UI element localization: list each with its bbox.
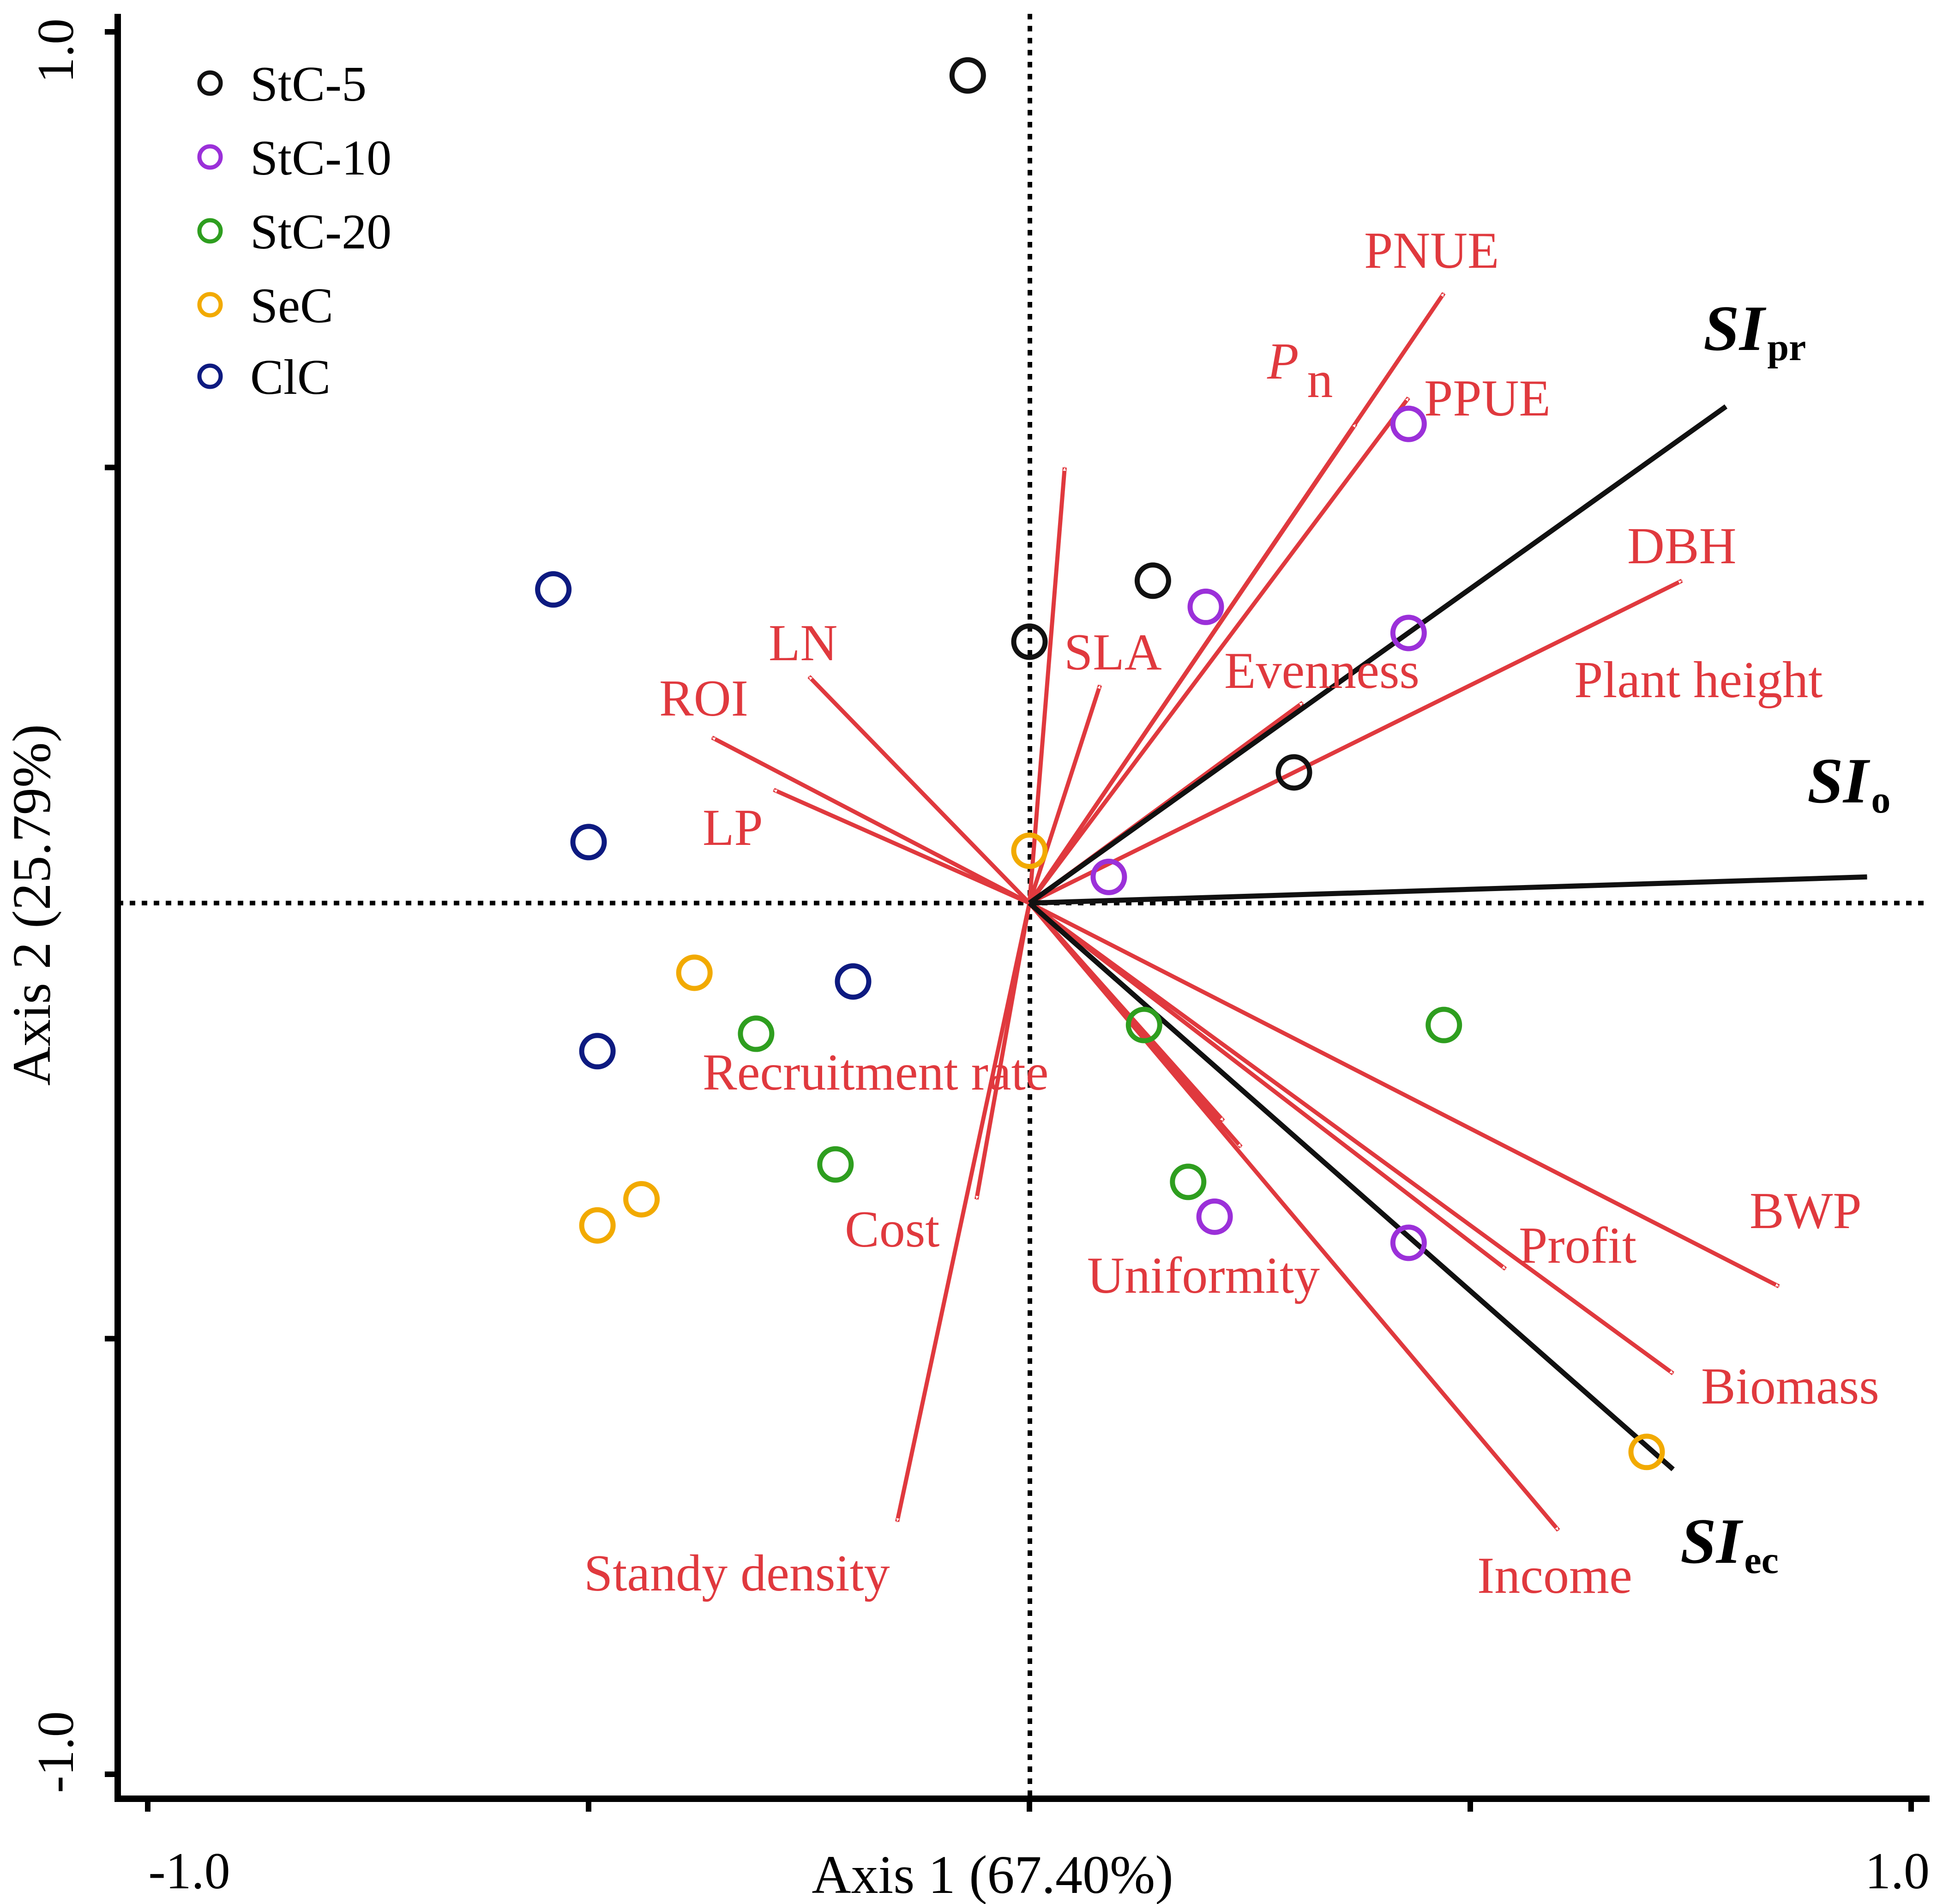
vector-label-biomass: Biomass [1701, 1358, 1879, 1415]
vector-roi [711, 735, 1031, 905]
index-label-si-pr-main: SI [1703, 293, 1767, 364]
point-clc-4 [579, 1033, 616, 1070]
point-stc-5-2 [1134, 562, 1171, 599]
axis-ticks [105, 29, 1914, 1812]
point-stc-10-2 [1187, 588, 1224, 625]
vector-sla [1027, 685, 1102, 904]
index-label-si-o-sub: o [1871, 778, 1890, 821]
x-axis-title: Axis 1 (67.40%) [812, 1844, 1173, 1904]
x-tick-label-max: 1.0 [1865, 1843, 1930, 1900]
vector-label-roi: ROI [659, 670, 748, 727]
vector-label-uniformity: Uniformity [1087, 1247, 1320, 1304]
site-points [535, 57, 1665, 1470]
y-tick-label-min: -1.0 [27, 1711, 84, 1793]
vector-ln [807, 675, 1031, 905]
vector-pn [1028, 422, 1358, 904]
vector-label-standy-density: Standy density [584, 1545, 890, 1602]
index-label-si-ec: SIec [1680, 1506, 1779, 1582]
vector-income [1028, 902, 1560, 1532]
vector-label-pnue: PNUE [1364, 222, 1499, 279]
response-vectors [711, 292, 1780, 1532]
x-tick-label-min: -1.0 [148, 1843, 230, 1900]
point-stc-20-2 [1125, 1006, 1162, 1043]
index-vector-si-pr [1028, 404, 1728, 905]
vector-label-ln: LN [769, 615, 837, 672]
point-stc-5-1 [949, 57, 986, 94]
index-label-si-ec-sub: ec [1744, 1539, 1779, 1582]
point-clc-3 [835, 963, 872, 1000]
point-stc-20-5 [1170, 1163, 1207, 1200]
point-stc-10-4 [1090, 858, 1127, 895]
legend-label-stc10: StC-10 [250, 131, 391, 186]
plot-frame [114, 14, 1930, 1802]
point-stc-5-3 [1011, 623, 1048, 660]
vector-label-ppue: PPUE [1424, 370, 1551, 427]
index-vectors [1028, 404, 1868, 1471]
vector-label-cost: Cost [845, 1201, 939, 1258]
point-clc-2 [570, 824, 607, 861]
index-label-si-ec-main: SI [1680, 1506, 1744, 1577]
vector-label-plant-height: Plant height [1574, 651, 1823, 709]
index-label-si-pr-sub: pr [1767, 326, 1806, 369]
index-label-si-pr: SIpr [1703, 293, 1806, 369]
vector-lp [773, 788, 1030, 905]
vector-label-income: Income [1477, 1547, 1632, 1604]
point-stc-20-4 [817, 1146, 854, 1183]
index-label-si-o: SIo [1807, 745, 1890, 821]
y-tick-label-max: 1.0 [27, 18, 84, 83]
vector-label-evenness: Evenness [1224, 642, 1420, 699]
legend-label-sec: SeC [250, 278, 333, 333]
vector-ppue [1028, 396, 1410, 904]
index-vector-si-ec [1028, 901, 1675, 1471]
vector-label-pn-main: P [1267, 333, 1299, 390]
point-sec-4 [579, 1207, 616, 1244]
vector-profit [1028, 901, 1507, 1271]
point-sec-2 [676, 954, 713, 991]
point-stc-10-6 [1390, 1224, 1427, 1261]
legend-marker-sec [197, 292, 223, 318]
legend-label-stc20: StC-20 [250, 205, 391, 259]
vector-label-dbh: DBH [1627, 518, 1736, 575]
point-sec-5 [1628, 1434, 1665, 1470]
point-clc-1 [535, 571, 572, 608]
point-stc-5-4 [1275, 754, 1312, 791]
point-stc-20-3 [1426, 1006, 1462, 1043]
vector-label-bwp: BWP [1750, 1182, 1862, 1240]
vector-label-recruitment-rate: Recruitment rate [703, 1044, 1048, 1101]
y-axis-title: Axis 2 (25.79%) [1, 724, 62, 1085]
legend-marker-stc10 [197, 144, 223, 170]
vector-biomass [1028, 901, 1674, 1375]
legend-label-clc: ClC [250, 350, 331, 405]
vector-standy-density [895, 903, 1032, 1522]
vector-plant-height [1027, 468, 1067, 904]
point-stc-10-3 [1390, 615, 1427, 651]
vector-label-sla: SLA [1064, 624, 1162, 681]
point-sec-1 [1011, 832, 1048, 869]
vector-dbh [1029, 578, 1683, 905]
point-stc-20-1 [738, 1015, 775, 1052]
index-label-si-o-main: SI [1807, 745, 1871, 817]
legend-label-stc5: StC-5 [250, 57, 367, 112]
legend-marker-stc5 [197, 70, 223, 96]
legend-marker-clc [197, 363, 223, 389]
vector-label-lp: LP [703, 799, 763, 856]
legend-marker-stc20 [197, 218, 223, 244]
vector-label-pn-sub: n [1307, 351, 1333, 409]
vector-label-profit: Profit [1519, 1217, 1636, 1274]
point-sec-3 [623, 1181, 660, 1218]
index-vector-si-o [1029, 874, 1868, 906]
point-stc-10-5 [1196, 1198, 1233, 1235]
vector-bwp [1028, 901, 1780, 1289]
legend: StC-5 StC-10 StC-20 SeC ClC [197, 57, 391, 405]
point-stc-10-1 [1390, 405, 1427, 442]
